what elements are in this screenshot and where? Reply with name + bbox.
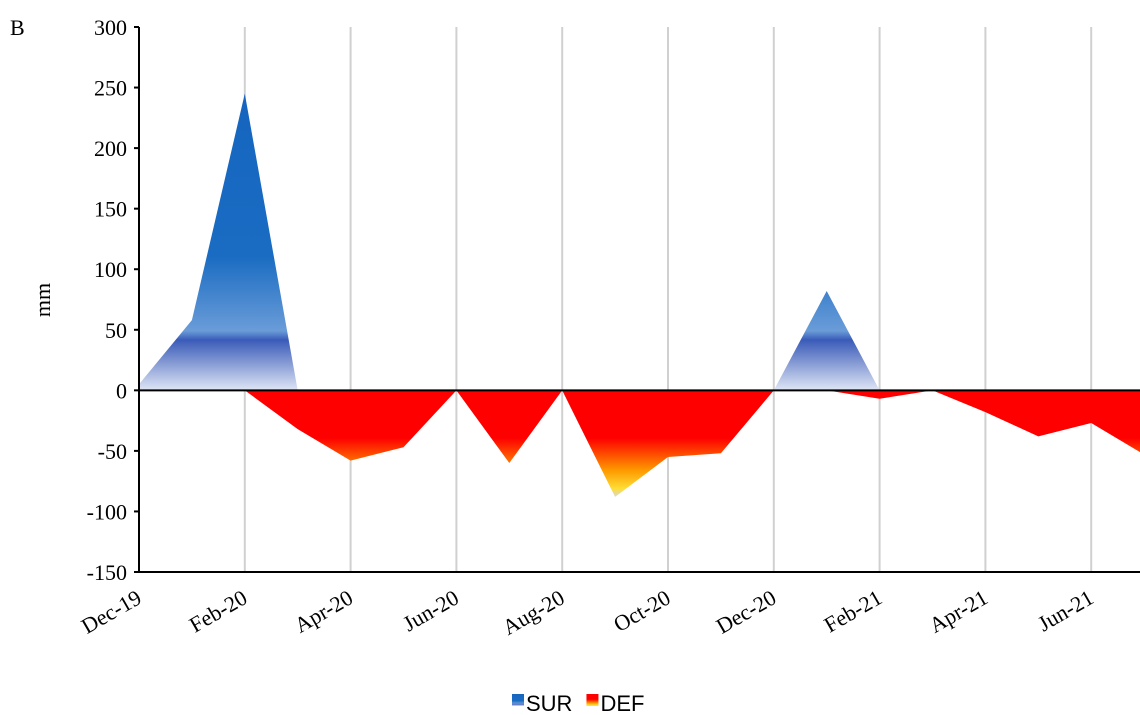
- y-tick-label: 0: [116, 378, 127, 403]
- area: [139, 390, 1140, 497]
- y-tick-label: -150: [87, 560, 127, 585]
- x-tick-label: Jun-20: [399, 585, 463, 637]
- x-tick-label: Jun-21: [1033, 585, 1097, 637]
- legend-label: SUR: [526, 691, 572, 715]
- y-tick-label: -50: [98, 439, 127, 464]
- y-tick-label: 250: [94, 76, 127, 101]
- y-tick-label: 300: [94, 15, 127, 40]
- x-tick-label: Feb-20: [185, 585, 251, 638]
- x-tick-label: Oct-20: [609, 585, 674, 637]
- y-tick-label: 200: [94, 136, 127, 161]
- x-tick-label: Apr-21: [925, 585, 992, 638]
- y-axis-label: mm: [30, 283, 55, 317]
- panel-label: B: [10, 15, 25, 40]
- x-tick-label: Dec-20: [712, 585, 781, 639]
- legend-swatch: [586, 694, 599, 706]
- legend-label: DEF: [600, 691, 644, 715]
- x-tick-label: Apr-20: [290, 585, 357, 638]
- x-tick-label: Dec-19: [77, 585, 146, 639]
- area: [139, 93, 1140, 391]
- y-tick-label: 150: [94, 197, 127, 222]
- x-tick-label: Feb-21: [820, 585, 886, 638]
- y-tick-label: 50: [105, 318, 127, 343]
- y-tick-label: 100: [94, 257, 127, 282]
- y-tick-label: -100: [87, 499, 127, 524]
- legend-swatch: [512, 694, 524, 706]
- x-tick-label: Aug-20: [498, 585, 569, 640]
